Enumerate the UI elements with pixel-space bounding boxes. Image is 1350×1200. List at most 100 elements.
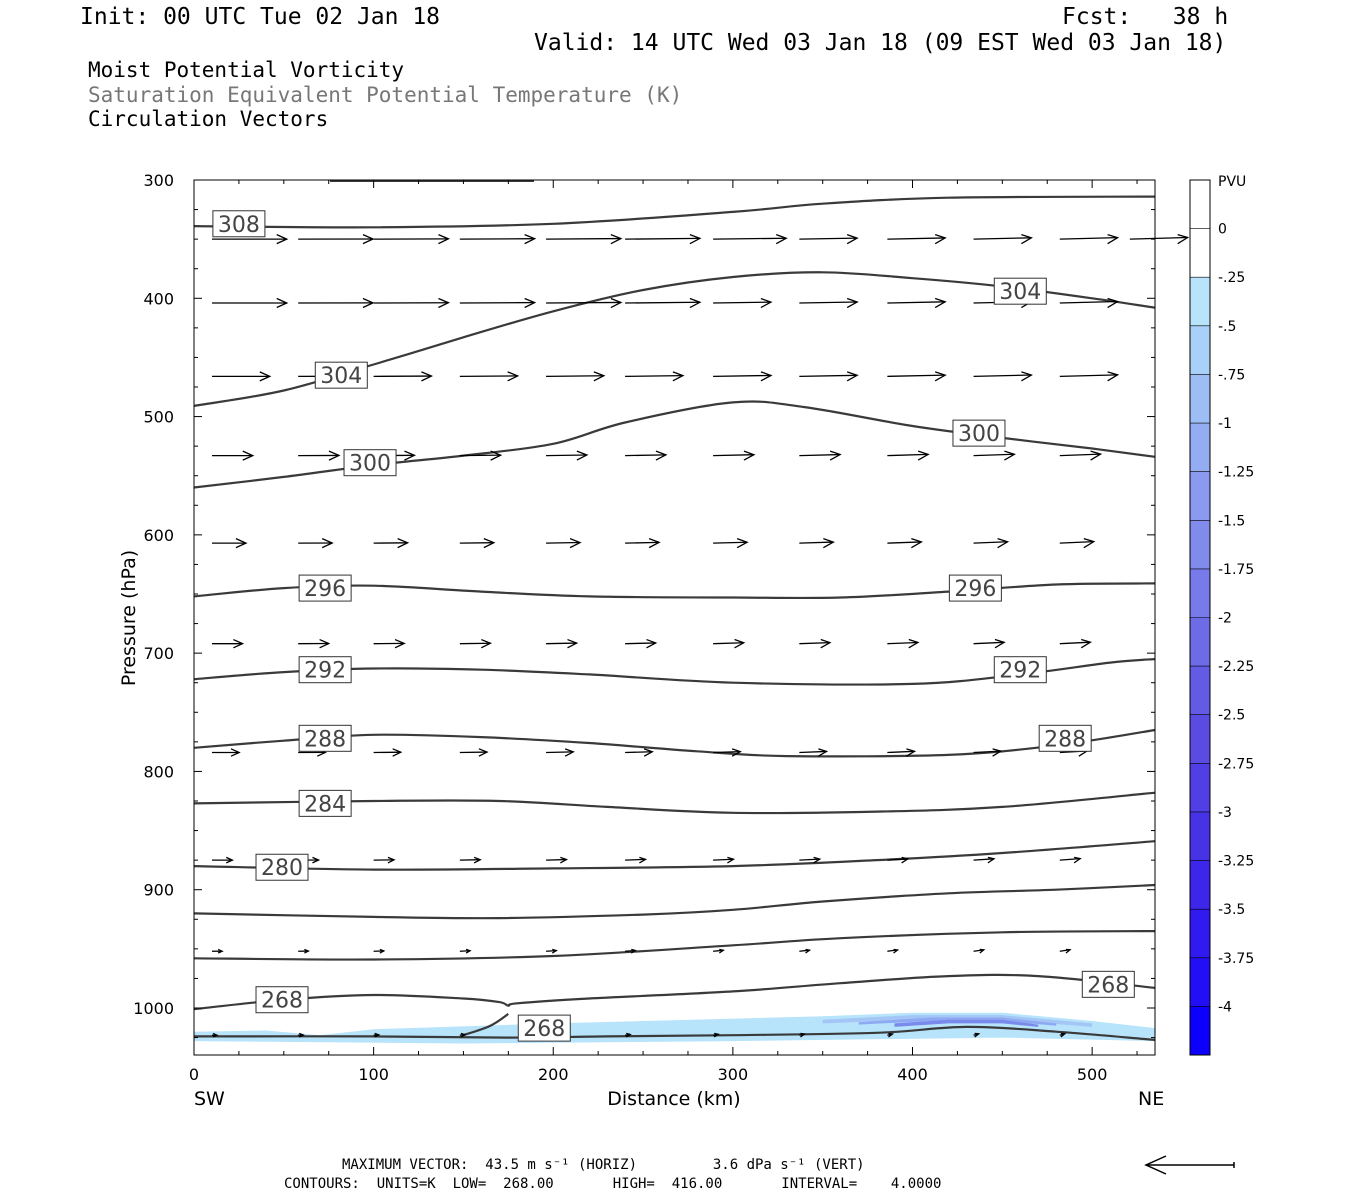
vector-arrow: [211, 234, 289, 245]
vector-shaft: [799, 750, 827, 754]
vector-arrow: [713, 450, 756, 461]
vector-arrow: [211, 371, 272, 382]
vector-arrow: [713, 297, 773, 309]
colorbar-bin: [1190, 811, 1210, 862]
vector-head: [760, 371, 773, 382]
vector-head: [524, 234, 537, 245]
vector-arrow: [211, 856, 234, 864]
colorbar-label: -1: [1218, 416, 1232, 432]
x-tick-label-0: 0: [189, 1065, 199, 1084]
vector-head: [567, 638, 579, 649]
vector-shaft: [546, 751, 574, 754]
vector-head: [321, 538, 334, 549]
vector-head: [908, 638, 920, 649]
contour-label-box: [952, 419, 1006, 447]
vector-arrow: [887, 538, 923, 549]
vector-arrow: [459, 948, 472, 954]
contour-line-308-0: [193, 195, 1156, 229]
vector-head: [569, 538, 582, 549]
contour-label-box: [1081, 970, 1135, 998]
vector-head: [379, 948, 386, 954]
vector-shaft: [1059, 857, 1081, 861]
x-tick-label-400: 400: [897, 1065, 928, 1084]
vector-shaft: [546, 375, 604, 378]
colorbar-label: -2.75: [1218, 756, 1254, 772]
colorbar-label: -.5: [1218, 319, 1236, 335]
vector-head: [775, 234, 788, 245]
colorbar-label: -1.5: [1218, 513, 1245, 529]
vector-arrow: [298, 297, 375, 309]
x-tick-label-500: 500: [1077, 1065, 1108, 1084]
vector-head: [242, 450, 255, 461]
vector-head: [917, 450, 930, 461]
vector-arrow: [625, 638, 658, 649]
y-tick-label-900: 900: [143, 881, 174, 900]
vector-arrow: [373, 234, 451, 245]
vector-arrow: [713, 748, 742, 757]
vector-head: [1060, 1032, 1067, 1038]
vector-head: [992, 748, 1003, 757]
colorbar-bin: [1190, 520, 1210, 570]
vector-shaft: [887, 374, 946, 378]
vector-head: [465, 948, 472, 954]
vector-head: [560, 856, 569, 864]
vector-arrow: [799, 234, 859, 245]
vector-head: [994, 638, 1006, 649]
vector-arrow: [625, 538, 661, 549]
vector-arrow: [546, 748, 575, 757]
vector-arrow: [973, 234, 1033, 245]
contour-label-box: [298, 574, 352, 602]
vector-shaft: [546, 541, 581, 544]
vector-head: [639, 856, 648, 864]
colorbar-label: -.25: [1218, 270, 1245, 286]
vector-arrow: [625, 856, 648, 864]
field-title-vectors: Circulation Vectors: [88, 107, 329, 131]
colorbar-label: -2: [1218, 611, 1232, 627]
vector-shaft: [713, 750, 741, 754]
vector-shaft: [973, 453, 1015, 457]
pv-shading-layer: [194, 1012, 1155, 1044]
contours-note: CONTOURS: UNITS=K LOW= 268.00 HIGH= 416.…: [284, 1176, 942, 1192]
x-tick-label-200: 200: [538, 1065, 569, 1084]
forecast-hour: Fcst: 38 h: [1062, 4, 1229, 30]
colorbar-bin: [1190, 957, 1210, 1007]
y-tick-label-1000: 1000: [133, 999, 174, 1018]
vector-head: [276, 234, 289, 245]
contour-label-300: 300: [349, 452, 391, 477]
vector-shaft: [625, 237, 700, 240]
vector-shaft: [887, 641, 918, 645]
vector-arrow: [373, 948, 386, 954]
colorbar-bin: [1190, 714, 1210, 764]
x-tick-label-100: 100: [358, 1065, 389, 1084]
vector-shaft: [625, 642, 656, 645]
vector-head: [689, 297, 702, 309]
vector-head: [276, 297, 289, 309]
vector-head: [911, 538, 923, 549]
contour-label-300: 300: [958, 422, 1000, 447]
colorbar-label: -2.5: [1218, 708, 1245, 724]
vector-head: [483, 538, 496, 549]
vector-head: [233, 638, 245, 649]
contour-line-unlabeled-9: [193, 930, 1156, 961]
colorbar-bin: [1190, 860, 1210, 910]
vector-arrow: [1059, 638, 1092, 649]
contour-label-box: [212, 210, 266, 238]
vector-shaft: [1059, 453, 1101, 457]
vector-head: [490, 450, 503, 461]
y-tick-label-400: 400: [143, 289, 174, 308]
colorbar-bin: [1190, 180, 1210, 230]
vector-arrow: [713, 234, 788, 245]
vector-arrow: [799, 948, 812, 954]
vector-arrow: [1059, 856, 1082, 864]
vector-arrow: [887, 450, 930, 461]
contour-label-292: 292: [999, 659, 1041, 684]
contour-line-unlabeled-8: [193, 883, 1156, 920]
vector-head: [672, 371, 685, 382]
vector-head: [760, 297, 773, 309]
vector-shaft: [799, 301, 858, 304]
vector-head: [736, 538, 749, 549]
vector-arrow: [799, 638, 832, 649]
vector-arrow: [973, 1032, 981, 1038]
vector-arrow: [459, 856, 482, 864]
endpoint-label-right: NE: [1138, 1088, 1164, 1110]
